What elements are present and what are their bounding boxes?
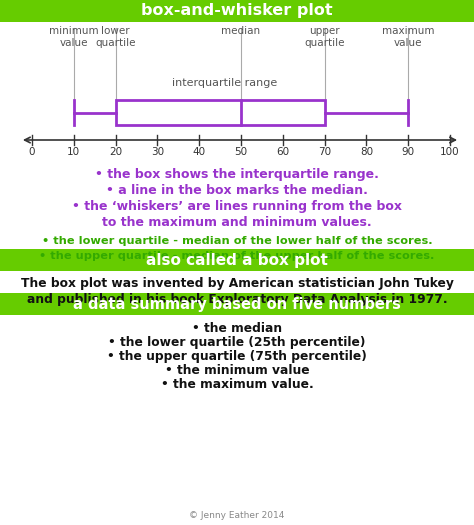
Text: maximum
value: maximum value — [382, 26, 435, 48]
Text: • the box shows the interquartile range.: • the box shows the interquartile range. — [95, 168, 379, 181]
Text: © Jenny Eather 2014: © Jenny Eather 2014 — [189, 511, 285, 520]
Text: 60: 60 — [276, 147, 289, 157]
Text: and published in his book Exploratory Data Analysis in 1977.: and published in his book Exploratory Da… — [27, 293, 447, 306]
Text: • the minimum value: • the minimum value — [164, 364, 310, 377]
Text: 0: 0 — [29, 147, 35, 157]
Text: upper
quartile: upper quartile — [304, 26, 345, 48]
Text: 40: 40 — [192, 147, 206, 157]
Text: • the upper quartile - median of the upper half of the scores.: • the upper quartile - median of the upp… — [39, 251, 435, 261]
Text: 90: 90 — [401, 147, 415, 157]
Bar — [0, 249, 474, 271]
Bar — [0, 293, 474, 315]
Text: box-and-whisker plot: box-and-whisker plot — [141, 4, 333, 18]
Text: • the maximum value.: • the maximum value. — [161, 378, 313, 391]
Text: 10: 10 — [67, 147, 81, 157]
Text: The box plot was invented by American statistician John Tukey: The box plot was invented by American st… — [20, 277, 454, 290]
Text: • the median: • the median — [192, 322, 282, 335]
Text: • the ‘whiskers’ are lines running from the box: • the ‘whiskers’ are lines running from … — [72, 200, 402, 213]
Text: 80: 80 — [360, 147, 373, 157]
Text: 70: 70 — [318, 147, 331, 157]
Text: 50: 50 — [235, 147, 247, 157]
Text: lower
quartile: lower quartile — [95, 26, 136, 48]
Text: 100: 100 — [440, 147, 460, 157]
Text: also called a box plot: also called a box plot — [146, 253, 328, 268]
Bar — [0, 0, 474, 22]
Text: a data summary based on five numbers: a data summary based on five numbers — [73, 297, 401, 311]
Text: minimum
value: minimum value — [49, 26, 99, 48]
Text: to the maximum and minimum values.: to the maximum and minimum values. — [102, 216, 372, 229]
Text: 30: 30 — [151, 147, 164, 157]
Text: • a line in the box marks the median.: • a line in the box marks the median. — [106, 184, 368, 197]
Text: • the lower quartile (25th percentile): • the lower quartile (25th percentile) — [109, 336, 365, 349]
Text: interquartile range: interquartile range — [173, 78, 278, 88]
Text: • the upper quartile (75th percentile): • the upper quartile (75th percentile) — [107, 350, 367, 363]
Text: • the lower quartile - median of the lower half of the scores.: • the lower quartile - median of the low… — [42, 236, 432, 246]
Text: 20: 20 — [109, 147, 122, 157]
Bar — [116, 100, 325, 125]
Text: median: median — [221, 26, 261, 36]
